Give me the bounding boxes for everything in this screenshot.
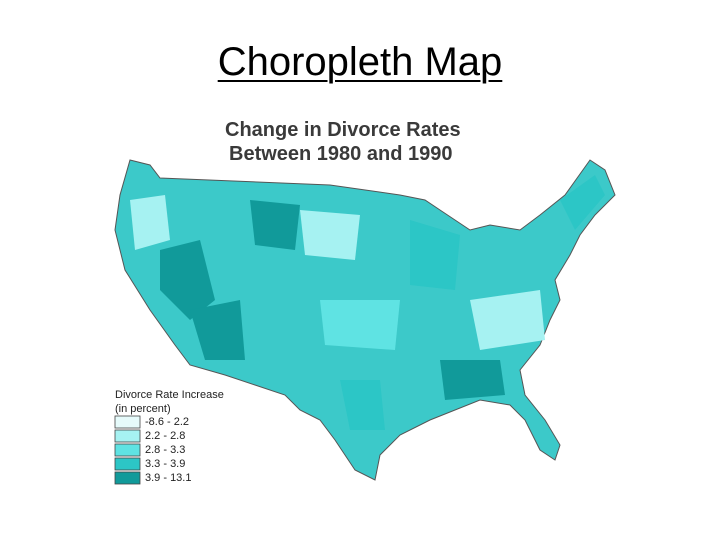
map-title-line: Change in Divorce Rates — [225, 119, 461, 141]
legend: -8.6 - 2.2 2.2 - 2.8 2.8 - 3.3 3.3 - 3.9 3.9… — [114, 415, 191, 485]
map-title-line: Between 1980 and 1990 — [229, 143, 452, 165]
legend-label: 2.8 - 3.3 — [145, 444, 185, 456]
legend-label: 3.3 - 3.9 — [145, 458, 185, 470]
region — [300, 210, 360, 260]
region — [190, 300, 245, 360]
region — [160, 240, 215, 320]
region — [130, 195, 170, 250]
region — [340, 380, 385, 430]
region — [250, 200, 300, 250]
legend-title: Divorce Rate Increase — [115, 389, 224, 401]
legend-swatch — [114, 443, 141, 457]
legend-swatch — [114, 471, 141, 485]
legend-label: 2.2 - 2.8 — [145, 430, 185, 442]
us-map — [114, 159, 616, 481]
legend-title: (in percent) — [115, 403, 171, 415]
slide-title: Choropleth Map — [217, 40, 503, 84]
region — [320, 300, 400, 350]
legend-swatch — [114, 429, 141, 443]
legend-label: -8.6 - 2.2 — [145, 416, 189, 428]
region — [470, 290, 545, 350]
legend-swatch — [114, 415, 141, 429]
region — [560, 175, 605, 230]
region — [410, 220, 460, 290]
legend-swatch — [114, 457, 141, 471]
region — [440, 360, 505, 400]
legend-label: 3.9 - 13.1 — [145, 472, 191, 484]
